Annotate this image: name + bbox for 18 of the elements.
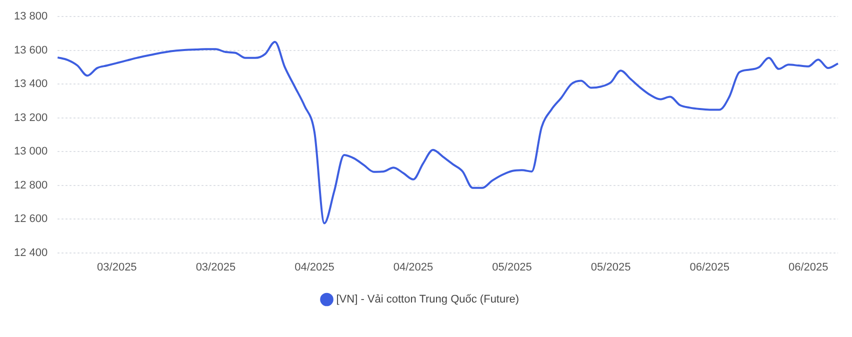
x-tick-label: 06/2025 <box>788 261 828 274</box>
y-tick-label: 13 200 <box>14 112 48 124</box>
y-tick-label: 13 600 <box>14 44 48 56</box>
y-tick-label: 13 000 <box>14 146 48 158</box>
y-tick-label: 13 400 <box>14 78 48 90</box>
x-tick-label: 04/2025 <box>393 261 434 274</box>
x-tick-label: 03/2025 <box>97 261 137 274</box>
y-tick-label: 12 400 <box>14 246 48 259</box>
line-series <box>56 40 839 224</box>
y-tick-label: 12 600 <box>14 213 48 226</box>
y-tick-label: 12 800 <box>14 179 48 192</box>
x-tick-label: 03/2025 <box>196 261 236 274</box>
y-tick-label: 13 800 <box>14 10 48 23</box>
x-tick-label: 05/2025 <box>590 261 631 274</box>
x-tick-label: 05/2025 <box>492 261 532 274</box>
legend-label: [VN] - Vải cotton Trung Quốc (Future) <box>336 294 520 306</box>
x-tick-label: 04/2025 <box>294 261 334 274</box>
x-tick-label: 06/2025 <box>690 261 730 274</box>
